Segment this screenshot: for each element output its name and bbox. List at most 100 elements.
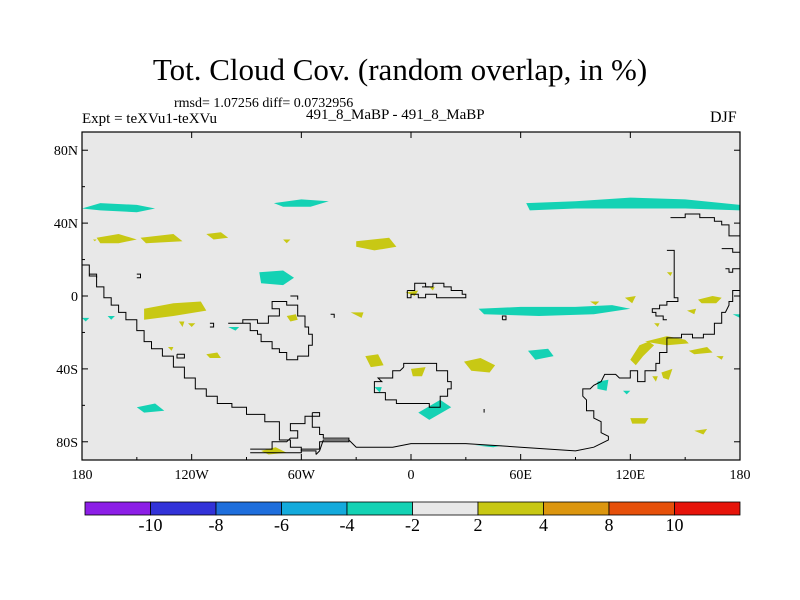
negative-anomaly-patch-14 [82, 317, 90, 322]
positive-anomaly-patch-26 [365, 354, 384, 368]
negative-anomaly-patch-1 [273, 199, 329, 207]
y-axis: 80N 40N 0 40S 80S [54, 144, 740, 451]
colorbar-label: 8 [605, 515, 614, 535]
positive-anomaly-patch-39 [688, 347, 713, 355]
negative-anomaly-patch-11 [374, 387, 382, 393]
coastline-10 [725, 268, 740, 273]
colorbar-label: -4 [340, 515, 355, 535]
positive-anomaly-patch-30 [624, 296, 636, 304]
colorbar-label: -8 [209, 515, 224, 535]
coastline-6 [501, 315, 507, 321]
colorbar-swatch-6 [477, 501, 544, 516]
positive-anomaly-patch-19 [283, 239, 291, 244]
colorbar-label: -6 [274, 515, 289, 535]
coastline-1 [315, 290, 740, 455]
negative-anomaly-patch-0 [82, 203, 156, 213]
positive-anomaly-patch-27 [286, 314, 298, 322]
case-label: 491_8_MaBP - 491_8_MaBP [306, 107, 485, 123]
positive-anomaly-patch-17 [140, 234, 183, 244]
colorbar-label: 10 [666, 515, 684, 535]
positive-anomaly-patch-33 [411, 367, 426, 377]
colorbar-swatch-0 [84, 501, 151, 516]
x-tick-label: 120E [616, 468, 646, 483]
x-axis: 180 120W 60W 0 60E 120E 180 [72, 132, 751, 483]
positive-anomaly-patch-23 [206, 352, 221, 358]
negative-anomaly-patch-6 [478, 305, 631, 316]
x-tick-label: 120W [175, 468, 210, 483]
positive-anomaly-patch-46 [93, 239, 97, 242]
positive-anomaly-patch-32 [464, 358, 496, 373]
land-outlines [82, 213, 740, 455]
x-tick-label: 60E [509, 468, 532, 483]
positive-anomaly-patch-36 [698, 296, 722, 304]
positive-anomaly-patch-42 [630, 418, 649, 424]
colorbar-swatch-4 [346, 501, 413, 516]
colorbar-swatch-3 [281, 501, 348, 516]
x-tick-label: 180 [72, 468, 93, 483]
positive-anomaly-patch-16 [96, 234, 137, 244]
coastline-3 [228, 301, 313, 361]
negative-anomaly-patch-15 [732, 314, 740, 318]
negative-anomaly-patch-7 [528, 348, 554, 360]
y-tick-label: 0 [71, 290, 78, 305]
stats-text: rmsd= 1.07256 diff= 0.0732956 [174, 96, 354, 111]
colorbar-swatch-5 [412, 501, 479, 516]
colorbar-label: -10 [139, 515, 163, 535]
coastline-2 [250, 415, 350, 454]
x-tick-label: 180 [730, 468, 751, 483]
positive-anomaly-patch-40 [661, 368, 673, 380]
positive-anomaly-patch-48 [654, 323, 660, 327]
positive-anomaly-patch-45 [652, 376, 658, 382]
coastline-17 [330, 313, 335, 318]
season-label: DJF [710, 109, 737, 126]
colorbar-label: 2 [474, 515, 483, 535]
x-tick-label: 0 [408, 468, 415, 483]
colorbar-swatch-8 [608, 501, 675, 516]
colorbar-swatch-1 [150, 501, 217, 516]
positive-anomaly-patch-21 [144, 301, 207, 320]
chart-title: Tot. Cloud Cov. (random overlap, in %) [152, 52, 648, 87]
negative-anomaly-patch-2 [526, 197, 740, 211]
experiment-label: Expt = teXVu1-teXVu [82, 111, 217, 127]
negative-anomaly-patch-3 [107, 316, 115, 320]
positive-anomaly-patch-47 [666, 272, 673, 276]
positive-anomaly-patch-31 [687, 308, 697, 315]
positive-anomaly-patch-29 [590, 301, 600, 306]
anomaly-patches [82, 197, 740, 455]
negative-anomaly-patch-13 [623, 390, 631, 395]
colorbar-label: -2 [405, 515, 420, 535]
negative-anomaly-patch-9 [597, 379, 609, 391]
negative-anomaly-patch-4 [259, 270, 294, 286]
coastline-9 [721, 248, 740, 253]
negative-anomaly-patch-10 [418, 399, 452, 420]
positive-anomaly-patch-18 [206, 232, 229, 240]
positive-anomaly-patch-43 [694, 429, 708, 435]
colorbar-swatch-9 [674, 501, 741, 516]
positive-anomaly-patch-28 [350, 312, 364, 318]
coastline-15 [209, 322, 215, 328]
negative-anomaly-patch-5 [228, 327, 240, 331]
coastline-16 [290, 295, 299, 300]
negative-anomaly-patch-8 [136, 403, 165, 413]
coastline-8 [651, 249, 679, 321]
coastline-7 [670, 213, 740, 237]
coastline-13 [89, 273, 98, 278]
positive-anomaly-patch-38 [630, 341, 655, 366]
y-tick-label: 40N [54, 217, 78, 232]
coastline-4 [373, 362, 452, 408]
positive-anomaly-patch-41 [716, 356, 724, 360]
positive-anomaly-patch-22 [178, 321, 185, 327]
coastline-0 [82, 264, 317, 455]
y-tick-label: 80S [56, 436, 78, 451]
positive-anomaly-patch-24 [167, 347, 174, 351]
positive-anomaly-patch-25 [188, 323, 196, 327]
y-tick-label: 40S [56, 363, 78, 378]
positive-anomaly-patch-35 [429, 286, 435, 291]
colorbar-label: 4 [539, 515, 548, 535]
colorbar-swatch-2 [215, 501, 282, 516]
coastline-11 [311, 412, 321, 417]
x-tick-label: 60W [288, 468, 316, 483]
colorbar-swatch-7 [543, 501, 610, 516]
colorbar: -10 -8 -6 -4 -2 2 4 8 10 [84, 501, 741, 535]
